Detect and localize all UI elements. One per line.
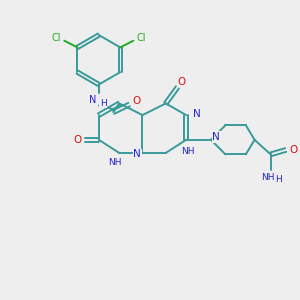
Text: NH: NH — [108, 158, 122, 167]
Text: N: N — [89, 94, 96, 105]
Text: N: N — [212, 132, 220, 142]
Text: N: N — [193, 109, 200, 118]
Text: O: O — [133, 96, 141, 106]
Text: NH: NH — [181, 147, 194, 156]
Text: N: N — [133, 149, 141, 159]
Text: H: H — [100, 99, 106, 108]
Text: NH: NH — [261, 173, 274, 182]
Text: O: O — [73, 135, 81, 145]
Text: H: H — [275, 175, 282, 184]
Text: Cl: Cl — [51, 33, 61, 43]
Text: O: O — [178, 76, 186, 87]
Text: O: O — [290, 145, 298, 155]
Text: Cl: Cl — [137, 33, 146, 43]
